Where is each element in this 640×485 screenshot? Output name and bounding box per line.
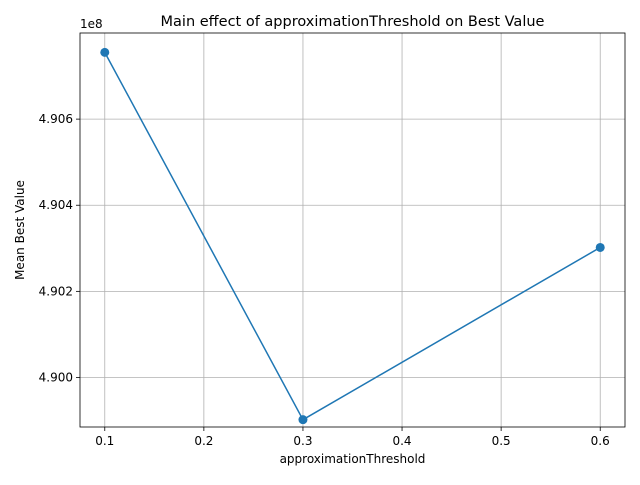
- y-tick-label: 4.904: [39, 198, 73, 212]
- x-tick-label: 0.5: [492, 434, 511, 448]
- grid-lines: [80, 33, 625, 427]
- series-line: [104, 52, 601, 421]
- chart-title: Main effect of approximationThreshold on…: [161, 14, 545, 30]
- y-axis-label: Mean Best Value: [13, 180, 27, 280]
- x-tick-label: 0.2: [194, 434, 213, 448]
- x-tick-label: 0.1: [95, 434, 114, 448]
- plot-frame: [79, 32, 626, 428]
- data-point: [298, 415, 308, 425]
- x-tick-label: 0.3: [293, 434, 312, 448]
- y-tick-label: 4.906: [39, 112, 73, 126]
- x-axis-label: approximationThreshold: [280, 452, 426, 466]
- x-tick-label: 0.6: [591, 434, 610, 448]
- axis-ticks: 0.1 0.2 0.3 0.4 0.5 0.6 4.900 4.902 4.904 4.906: [39, 112, 610, 448]
- y-tick-label: 4.902: [39, 284, 73, 298]
- x-tick-label: 0.4: [392, 434, 411, 448]
- data-point: [595, 242, 605, 252]
- y-axis-offset-text: 1e8: [80, 17, 103, 31]
- y-tick-label: 4.900: [39, 370, 73, 384]
- series-layer: [100, 47, 605, 425]
- data-point: [100, 47, 110, 57]
